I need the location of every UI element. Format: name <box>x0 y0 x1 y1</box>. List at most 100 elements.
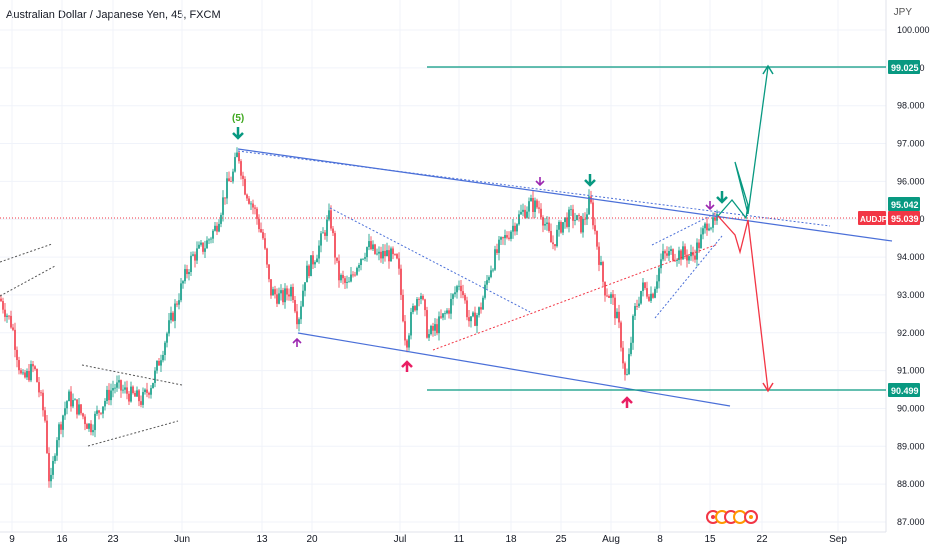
candle-body <box>506 235 508 238</box>
candle-body <box>608 295 610 298</box>
x-tick-label: Sep <box>829 534 847 545</box>
bullish-arrowhead <box>762 64 774 75</box>
candle-body <box>16 349 18 361</box>
candle-body <box>104 400 106 407</box>
candle-body <box>594 225 596 232</box>
candle-body <box>418 299 420 300</box>
candle-body <box>504 235 506 239</box>
left-triangle-lower[interactable] <box>87 420 179 447</box>
triangle-dotted-upper[interactable] <box>329 207 531 313</box>
bearish-arrowhead <box>762 382 774 393</box>
candle-body <box>590 196 592 203</box>
candle-body <box>166 333 168 343</box>
candle-body <box>566 217 568 227</box>
candle-body <box>94 413 96 431</box>
candle-body <box>584 218 586 220</box>
wedge-dotted-upper[interactable] <box>651 211 719 246</box>
candle-body <box>568 209 570 227</box>
candle-body <box>180 283 182 301</box>
candle-body <box>410 312 412 336</box>
candle-body <box>558 221 560 230</box>
candle-body <box>302 290 304 307</box>
left-dotted-line-2[interactable] <box>0 265 56 297</box>
candle-body <box>606 295 608 297</box>
candle-body <box>228 178 230 182</box>
candle-body <box>132 386 134 394</box>
candle-body <box>510 231 512 239</box>
candle-body <box>690 252 692 257</box>
x-tick-label: 15 <box>704 534 716 545</box>
candle-body <box>300 306 302 320</box>
candle-body <box>226 178 228 199</box>
arrow-up-pink-icon <box>621 396 633 408</box>
candle-body <box>298 319 300 325</box>
x-tick-label: 20 <box>306 534 318 545</box>
candle-body <box>626 374 628 375</box>
candle-body <box>622 347 624 364</box>
candle-body <box>394 254 396 255</box>
candle-body <box>112 388 114 391</box>
candle-body <box>484 284 486 298</box>
candle-body <box>158 360 160 366</box>
left-dotted-line-1[interactable] <box>0 243 53 263</box>
candle-body <box>120 380 122 391</box>
candle-body <box>460 285 462 292</box>
arrow-down-purple-icon <box>705 201 715 211</box>
candle-body <box>474 312 476 326</box>
channel-lower-line[interactable] <box>297 332 731 407</box>
left-triangle-upper[interactable] <box>81 364 183 386</box>
candle-body <box>284 288 286 303</box>
candle-body <box>508 237 510 239</box>
candle-body <box>342 274 344 279</box>
candle-body <box>22 372 24 374</box>
candle-body <box>540 208 542 218</box>
candle-body <box>182 281 184 284</box>
candle-body <box>292 286 294 300</box>
candle-body <box>338 260 340 281</box>
candle-body <box>464 295 466 301</box>
candle-body <box>162 354 164 361</box>
candle-body <box>648 296 650 301</box>
candle-body <box>524 209 526 218</box>
candle-body <box>616 311 618 319</box>
drawings[interactable]: (5) <box>0 64 893 447</box>
candle-body <box>196 248 198 261</box>
candle-body <box>110 390 112 401</box>
y-tick-label: 91.000 <box>897 366 925 376</box>
candle-body <box>72 400 74 407</box>
candle-body <box>358 265 360 268</box>
candle-body <box>440 316 442 318</box>
candle-body <box>402 294 404 322</box>
candle-body <box>294 299 296 312</box>
event-icons[interactable] <box>706 510 758 524</box>
candle-body <box>444 313 446 315</box>
bullish-projection[interactable] <box>717 66 769 220</box>
candle-body <box>242 175 244 179</box>
candle-body <box>224 197 226 199</box>
candle-body <box>652 293 654 298</box>
candle-body <box>650 293 652 301</box>
candle-body <box>202 242 204 252</box>
candle-body <box>688 256 690 261</box>
bearish-projection[interactable] <box>717 215 769 391</box>
candle-body <box>116 382 118 388</box>
candle-body <box>238 152 240 162</box>
candle-body <box>378 251 380 254</box>
candle-body <box>318 245 320 259</box>
candle-body <box>580 215 582 233</box>
candle-body <box>490 270 492 278</box>
price-axis[interactable]: 100.00099.00098.00097.00096.00095.00094.… <box>897 25 930 527</box>
candle-body <box>28 371 30 381</box>
candle-body <box>712 217 714 228</box>
candle-body <box>516 224 518 232</box>
red-dotted-trend[interactable] <box>432 243 719 351</box>
candle-body <box>212 230 214 239</box>
candle-body <box>578 215 580 216</box>
candle-body <box>36 369 38 383</box>
candle-body <box>340 274 342 281</box>
time-axis[interactable]: 9 16 23 Jun 13 20 Jul 11 18 25 Aug 8 15 22 Sep <box>9 534 847 545</box>
candle-body <box>252 203 254 208</box>
wedge-dotted-lower[interactable] <box>654 235 723 319</box>
channel-dotted-line[interactable] <box>237 150 831 227</box>
